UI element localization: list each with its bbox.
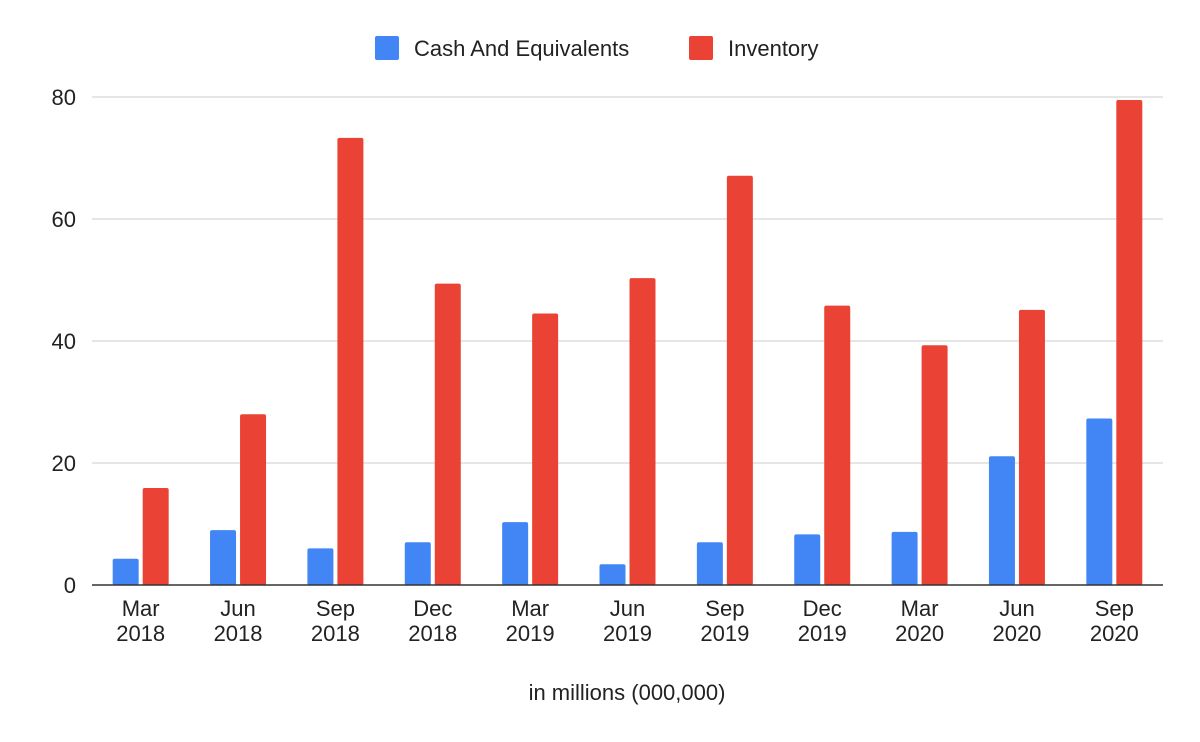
x-tick-label: Sep 2020	[1090, 596, 1139, 646]
y-tick-label: 40	[52, 329, 76, 354]
x-tick-year: 2019	[506, 621, 555, 646]
x-tick-year: 2019	[798, 621, 847, 646]
x-tick-label: Sep 2018	[311, 596, 360, 646]
bar-inventory	[824, 305, 851, 585]
legend-swatch-inventory	[689, 36, 713, 60]
x-tick-month: Sep	[705, 596, 744, 621]
bar-cash-and-equivalents	[404, 542, 431, 585]
bar-inventory	[1018, 309, 1045, 585]
legend-label-inventory: Inventory	[728, 36, 819, 61]
x-tick-month: Jun	[610, 596, 645, 621]
x-tick-month: Sep	[1095, 596, 1134, 621]
bar-cash-and-equivalents	[891, 531, 918, 585]
x-tick-year: 2019	[603, 621, 652, 646]
x-tick-month: Mar	[122, 596, 160, 621]
x-tick-month: Jun	[999, 596, 1034, 621]
legend-swatch-cash	[375, 36, 399, 60]
bar-cash-and-equivalents	[307, 548, 334, 585]
x-tick-month: Mar	[511, 596, 549, 621]
bar-cash-and-equivalents	[988, 456, 1015, 585]
x-tick-year: 2020	[895, 621, 944, 646]
x-tick-year: 2018	[116, 621, 165, 646]
x-tick-label: Mar 2020	[895, 596, 944, 646]
legend-label-cash: Cash And Equivalents	[414, 36, 629, 61]
bar-cash-and-equivalents	[696, 542, 723, 585]
x-tick-label: Dec 2018	[408, 596, 457, 646]
y-axis-ticks: 0 20 40 60 80	[52, 85, 76, 598]
bar-inventory	[921, 345, 948, 585]
x-tick-label: Jun 2018	[214, 596, 263, 646]
bar-inventory	[726, 175, 753, 585]
x-tick-month: Dec	[803, 596, 842, 621]
x-tick-label: Sep 2019	[700, 596, 749, 646]
bar-inventory	[240, 414, 267, 585]
x-tick-year: 2018	[408, 621, 457, 646]
bar-cash-and-equivalents	[1086, 418, 1113, 585]
x-tick-month: Dec	[413, 596, 452, 621]
bar-cash-and-equivalents	[210, 530, 237, 585]
bar-inventory	[629, 278, 656, 585]
bar-cash-and-equivalents	[794, 534, 821, 585]
bar-inventory	[532, 313, 559, 585]
x-tick-month: Mar	[901, 596, 939, 621]
y-tick-label: 20	[52, 451, 76, 476]
x-axis-title: in millions (000,000)	[529, 680, 726, 705]
x-tick-year: 2020	[1090, 621, 1139, 646]
x-tick-label: Mar 2018	[116, 596, 165, 646]
bar-cash-and-equivalents	[599, 564, 626, 585]
bar-inventory	[434, 283, 461, 585]
bar-cash-and-equivalents	[112, 558, 139, 585]
x-tick-year: 2018	[311, 621, 360, 646]
bar-inventory	[337, 137, 364, 585]
bar-inventory	[142, 488, 169, 585]
gridlines	[92, 96, 1163, 464]
x-tick-year: 2019	[700, 621, 749, 646]
x-tick-label: Jun 2020	[992, 596, 1041, 646]
legend: Cash And Equivalents Inventory	[375, 36, 819, 61]
x-tick-month: Jun	[220, 596, 255, 621]
x-tick-label: Mar 2019	[506, 596, 555, 646]
y-tick-label: 80	[52, 85, 76, 110]
x-tick-label: Jun 2019	[603, 596, 652, 646]
y-tick-label: 60	[52, 207, 76, 232]
bar-inventory	[1116, 100, 1143, 586]
y-tick-label: 0	[64, 573, 76, 598]
x-tick-month: Sep	[316, 596, 355, 621]
bars	[112, 100, 1143, 586]
x-tick-label: Dec 2019	[798, 596, 847, 646]
x-tick-year: 2018	[214, 621, 263, 646]
x-tick-year: 2020	[992, 621, 1041, 646]
bar-cash-and-equivalents	[502, 522, 529, 585]
